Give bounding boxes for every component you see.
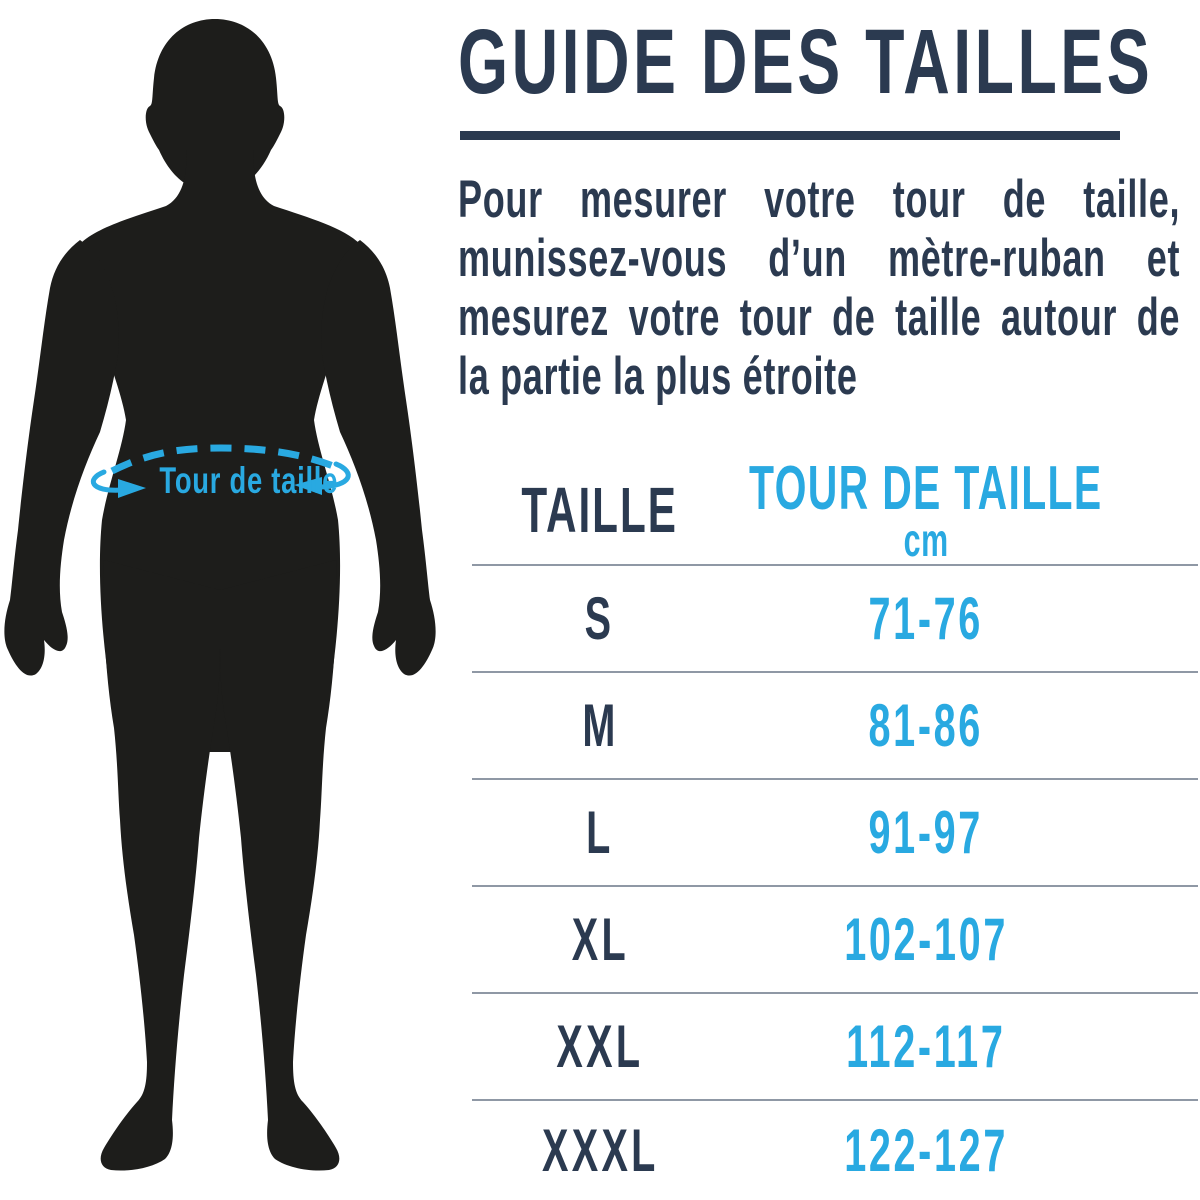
silhouette-right-arm: [321, 240, 436, 676]
waist-arrow-right-tail: [317, 461, 351, 490]
waist-label-text: Tour de taille: [159, 460, 339, 501]
silhouette-head: [145, 19, 285, 184]
waist-label: Tour de taille: [128, 461, 337, 501]
size-label: XL: [571, 906, 629, 973]
table-row: S 71-76: [472, 566, 1198, 673]
unit-label: cm: [903, 514, 949, 566]
size-label: L: [586, 799, 614, 866]
size-label: M: [581, 692, 619, 759]
size-range: 81-86: [868, 692, 984, 759]
intro-line: mesurez votre tour de taille autour de: [458, 288, 1181, 347]
silhouette-left-arm: [4, 240, 119, 676]
intro-line: Pour mesurer votre tour de taille,: [458, 170, 1181, 229]
waist-arrow-right-head: [294, 477, 322, 495]
title-underline: [460, 131, 1120, 140]
size-table-header: TAILLE TOUR DE TAILLE cm: [472, 456, 1198, 566]
table-row: L 91-97: [472, 780, 1198, 887]
table-row: M 81-86: [472, 673, 1198, 780]
waist-arrow-left-head: [118, 479, 146, 498]
waist-measure-band: [91, 444, 351, 498]
intro-line: la partie la plus étroite: [458, 347, 858, 406]
size-label: XXL: [556, 1013, 644, 1080]
silhouette-left-leg: [100, 560, 220, 1171]
size-label: XXXL: [541, 1117, 659, 1184]
size-range: 102-107: [844, 906, 1008, 973]
size-table: TAILLE TOUR DE TAILLE cm S 71-76 M 81-86…: [472, 456, 1198, 1200]
intro-line: munissez-vous d’un mètre-ruban et: [458, 229, 1181, 288]
size-range: 112-117: [846, 1013, 1006, 1080]
size-range: 91-97: [868, 799, 984, 866]
header-size-column: TAILLE: [521, 474, 679, 546]
table-row: XXL 112-117: [472, 994, 1198, 1101]
size-range: 122-127: [844, 1117, 1008, 1184]
page-title: GUIDE DES TAILLES: [458, 11, 1154, 113]
header-measure-column: TOUR DE TAILLE cm: [749, 454, 1103, 566]
waist-dashed-line: [110, 444, 335, 475]
table-row: XXXL 122-127: [472, 1101, 1198, 1200]
silhouette-right-leg: [220, 560, 340, 1171]
table-row: XL 102-107: [472, 887, 1198, 994]
waist-arrow-left-tail: [91, 469, 125, 493]
size-label: S: [585, 585, 615, 652]
size-range: 71-76: [868, 585, 984, 652]
intro-paragraph: Pour mesurer votre tour de taille, munis…: [458, 170, 1180, 406]
body-silhouette: [4, 19, 436, 1171]
